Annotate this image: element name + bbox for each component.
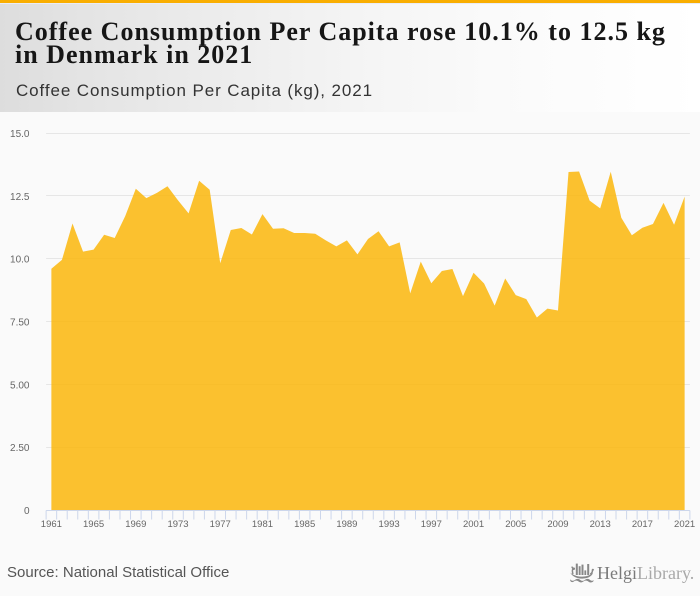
svg-text:10.0: 10.0 — [10, 255, 30, 266]
svg-text:15.0: 15.0 — [10, 129, 30, 140]
svg-text:0: 0 — [24, 506, 30, 517]
svg-text:1981: 1981 — [252, 519, 273, 530]
svg-text:5.00: 5.00 — [10, 380, 30, 391]
svg-text:2009: 2009 — [547, 519, 568, 530]
svg-text:12.5: 12.5 — [10, 192, 30, 203]
svg-text:1993: 1993 — [379, 519, 400, 530]
svg-text:2013: 2013 — [590, 519, 611, 530]
svg-text:1961: 1961 — [41, 519, 62, 530]
svg-text:1989: 1989 — [336, 519, 357, 530]
svg-text:1973: 1973 — [167, 519, 188, 530]
svg-text:1965: 1965 — [83, 519, 104, 530]
svg-text:2001: 2001 — [463, 519, 484, 530]
svg-text:7.50: 7.50 — [10, 318, 30, 329]
svg-text:2021: 2021 — [674, 519, 695, 530]
svg-text:HelgiLibrary.: HelgiLibrary. — [597, 563, 694, 583]
svg-text:1985: 1985 — [294, 519, 315, 530]
svg-text:2.50: 2.50 — [10, 443, 30, 454]
svg-text:1997: 1997 — [421, 519, 442, 530]
svg-text:2017: 2017 — [632, 519, 653, 530]
svg-text:1969: 1969 — [125, 519, 146, 530]
svg-text:1977: 1977 — [210, 519, 231, 530]
svg-text:2005: 2005 — [505, 519, 526, 530]
